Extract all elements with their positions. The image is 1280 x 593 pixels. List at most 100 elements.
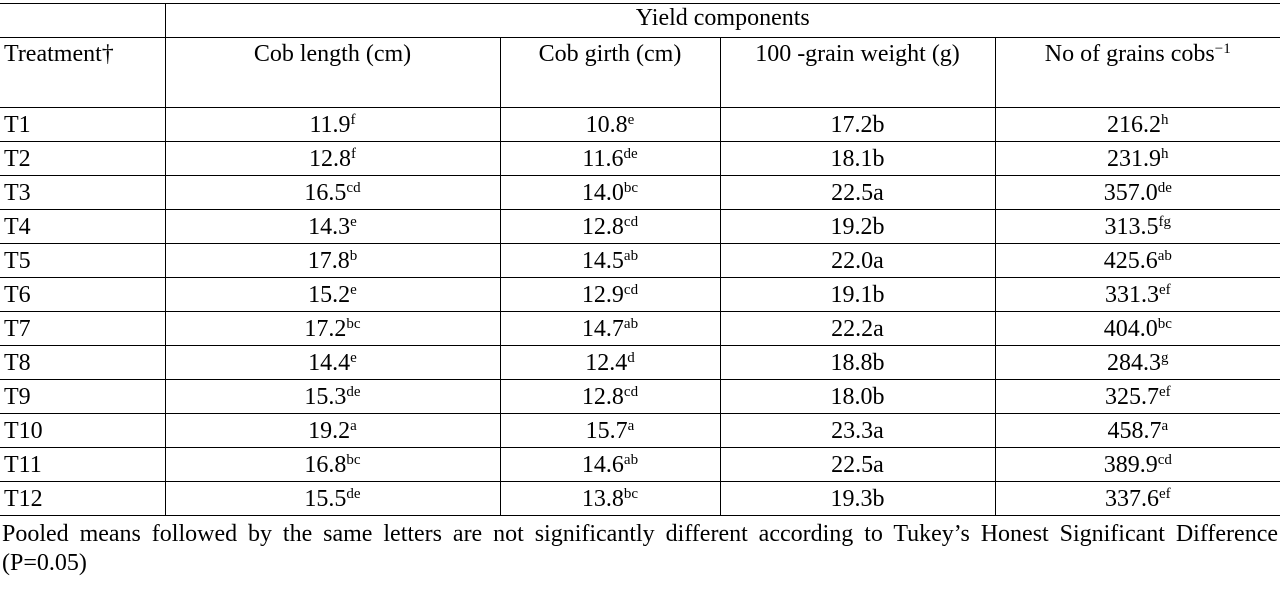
superscript: cd [1157,451,1172,468]
treatment-cell: T10 [0,413,166,448]
value-cell: 11.6de [499,141,721,176]
value-cell: 23.3a [719,413,996,448]
cell-text: 12.8 [581,213,624,240]
value-cell: 17.2b [719,107,996,142]
superscript: h [1161,145,1169,162]
value-cell: 18.1b [719,141,996,176]
superscript: b [349,247,358,264]
value-cell: 14.5ab [499,243,721,278]
value-cell: 331.3ef [994,277,1280,312]
cell-text: 19.3b [830,485,885,512]
cell-text: 216.2 [1107,111,1162,138]
value-cell: 12.8f [164,141,501,176]
treatment-cell: T4 [0,209,166,244]
cell-text: 19.2 [308,417,351,444]
table-row: T2 12.8f 11.6de 18.1b 231.9h [0,141,1280,176]
column-header: Treatment† [0,37,166,108]
cell-text: 18.8b [830,349,885,376]
empty-cell [0,3,166,38]
column-header: Cob length (cm) [164,37,501,108]
table-row: T11 16.8bc 14.6ab 22.5a 389.9cd [0,447,1280,482]
cell-text: 389.9 [1103,451,1158,478]
cell-text: T10 [4,417,43,444]
table-row: T5 17.8b 14.5ab 22.0a 425.6ab [0,243,1280,278]
value-cell: 19.1b [719,277,996,312]
value-cell: 15.3de [164,379,501,414]
cell-text: 22.0a [831,247,884,274]
value-cell: 15.5de [164,481,501,516]
value-cell: 284.3g [994,345,1280,380]
cell-text: 18.1b [830,145,885,172]
value-cell: 389.9cd [994,447,1280,482]
treatment-cell: T12 [0,481,166,516]
table-row: T6 15.2e 12.9cd 19.1b 331.3ef [0,277,1280,312]
cell-text: 14.7 [581,315,624,342]
cell-text: 325.7 [1104,383,1159,410]
cell-text: T12 [4,485,43,512]
value-cell: 357.0de [994,175,1280,210]
cell-text: 10.8 [585,111,628,138]
table-row: T9 15.3de 12.8cd 18.0b 325.7ef [0,379,1280,414]
superscript: e [350,213,357,230]
superscript: d [627,349,635,366]
cell-text: 16.5 [304,179,347,206]
superscript: f [350,111,356,128]
cell-text: 22.5a [831,451,884,478]
superscript: ab [1157,247,1172,264]
page: Yield components Treatment† Cob length (c… [0,3,1280,593]
value-cell: 216.2h [994,107,1280,142]
cell-text: 13.8 [581,485,624,512]
cell-text: 404.0 [1103,315,1158,342]
table-row: T4 14.3e 12.8cd 19.2b 313.5fg [0,209,1280,244]
column-header: 100 -grain weight (g) [719,37,996,108]
value-cell: 18.0b [719,379,996,414]
superscript: bc [1157,315,1172,332]
superscript: e [350,349,357,366]
cell-text: 331.3 [1104,281,1159,308]
superscript: ab [623,451,639,468]
value-cell: 231.9h [994,141,1280,176]
superscript: ef [1158,281,1171,298]
treatment-cell: T8 [0,345,166,380]
cell-text: T1 [4,111,31,138]
cell-text: 19.2b [830,213,885,240]
value-cell: 14.3e [164,209,501,244]
cell-text: Cob length (cm) [253,41,412,67]
group-header-row: Yield components [0,3,1280,38]
superscript: ef [1158,383,1171,400]
superscript: g [1161,349,1169,366]
value-cell: 15.7a [499,413,721,448]
column-header: No of grains cobs−1 [994,37,1280,108]
cell-text: 100 -grain weight (g) [755,41,960,67]
value-cell: 425.6ab [994,243,1280,278]
cell-text: 12.8 [309,145,351,172]
value-cell: 14.0bc [499,175,721,210]
cell-text: Treatment† [4,41,114,67]
column-header: Cob girth (cm) [499,37,721,108]
superscript: de [346,485,361,502]
cell-text: 313.5 [1104,213,1159,240]
value-cell: 11.9f [164,107,501,142]
value-cell: 12.9cd [499,277,721,312]
cell-text: 15.3 [304,383,347,410]
cell-text: T7 [4,315,31,342]
treatment-cell: T6 [0,277,166,312]
cell-text: 15.7 [585,417,628,444]
cell-text: 337.6 [1104,485,1159,512]
value-cell: 14.4e [164,345,501,380]
value-cell: 14.6ab [499,447,721,482]
value-cell: 12.8cd [499,379,721,414]
value-cell: 16.5cd [164,175,501,210]
cell-text: 14.3 [308,213,351,240]
value-cell: 10.8e [499,107,721,142]
superscript: a [627,417,635,434]
cell-text: 14.4 [308,349,351,376]
value-cell: 337.6ef [994,481,1280,516]
table-row: T12 15.5de 13.8bc 19.3b 337.6ef [0,481,1280,516]
cell-text: 14.0 [581,179,624,206]
value-cell: 22.2a [719,311,996,346]
cell-text: 231.9 [1107,145,1162,172]
superscript: f [351,145,356,162]
footnote: Pooled means followed by the same letter… [2,521,1278,576]
cell-text: T9 [4,383,31,410]
